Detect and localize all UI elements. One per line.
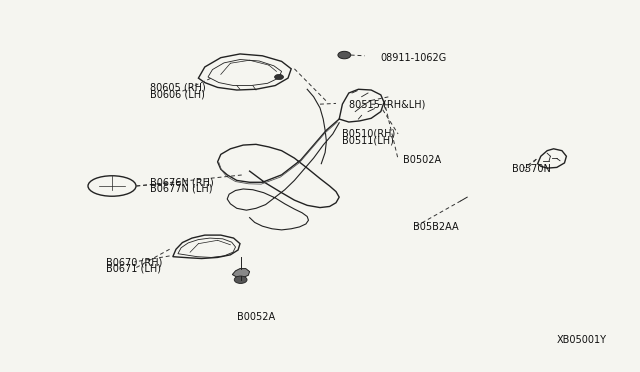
Text: XB05001Y: XB05001Y bbox=[557, 336, 607, 345]
Text: B0511(LH): B0511(LH) bbox=[342, 136, 394, 145]
Polygon shape bbox=[232, 269, 250, 278]
Circle shape bbox=[275, 74, 284, 80]
Text: 08911-1062G: 08911-1062G bbox=[381, 53, 447, 62]
Text: B0052A: B0052A bbox=[237, 312, 275, 322]
Text: B0670 (RH): B0670 (RH) bbox=[106, 257, 162, 267]
Text: B0676N (RH): B0676N (RH) bbox=[150, 177, 214, 187]
Text: B0570N: B0570N bbox=[512, 164, 551, 174]
Text: B0502A: B0502A bbox=[403, 155, 442, 165]
Text: 80515 (RH&LH): 80515 (RH&LH) bbox=[349, 99, 425, 109]
Text: B0510(RH): B0510(RH) bbox=[342, 129, 396, 139]
Text: 80605 (RH): 80605 (RH) bbox=[150, 83, 206, 92]
Text: B0606 (LH): B0606 (LH) bbox=[150, 90, 205, 100]
Text: B05B2AA: B05B2AA bbox=[413, 222, 458, 232]
Text: B0671 (LH): B0671 (LH) bbox=[106, 264, 161, 274]
Circle shape bbox=[234, 276, 247, 283]
Text: B0677N (LH): B0677N (LH) bbox=[150, 184, 213, 194]
Circle shape bbox=[338, 51, 351, 59]
